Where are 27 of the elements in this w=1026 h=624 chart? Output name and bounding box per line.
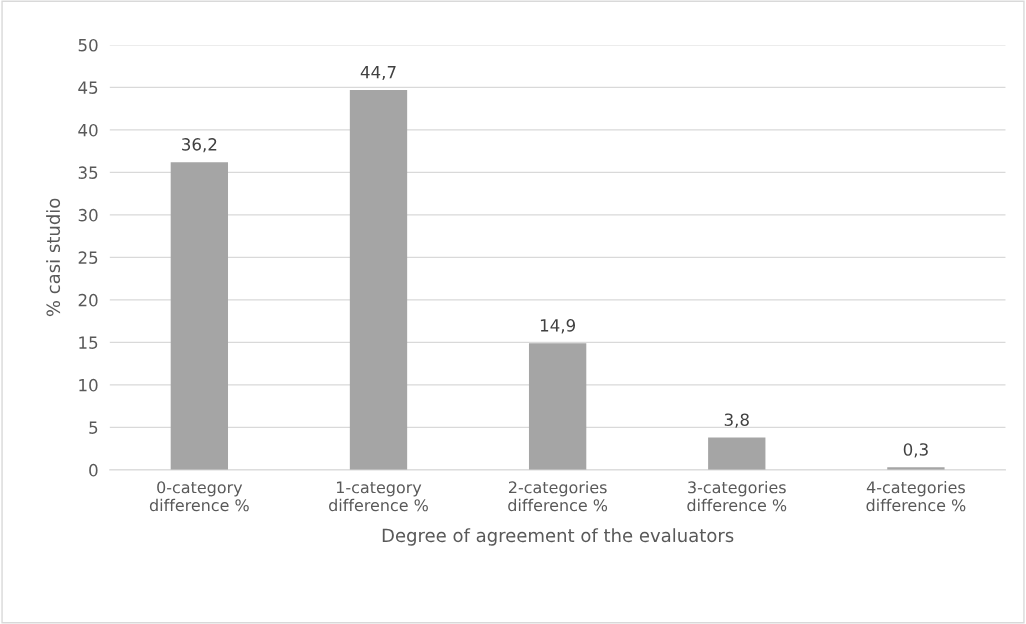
y-axis-title: % casi studio xyxy=(46,198,61,317)
data-label: 36,2 xyxy=(182,138,217,153)
data-label: 44,7 xyxy=(360,66,396,81)
x-tick-label: 1-category difference % xyxy=(329,481,428,512)
y-tick-label: 35 xyxy=(78,166,98,179)
bar xyxy=(349,89,408,470)
bar xyxy=(708,437,766,470)
y-tick-label: 50 xyxy=(78,38,98,52)
bar xyxy=(170,162,229,470)
x-tick-label: 4-categories difference % xyxy=(866,480,966,512)
x-tick-label: 2-categories difference % xyxy=(508,480,608,512)
y-tick-label: 25 xyxy=(78,251,98,264)
y-tick-label: 15 xyxy=(79,336,98,349)
x-tick-label: 0-category difference % xyxy=(149,481,249,512)
bar xyxy=(528,343,587,470)
y-tick-label: 10 xyxy=(79,378,98,392)
y-tick-label: 30 xyxy=(78,208,98,222)
y-tick-label: 0 xyxy=(89,463,98,477)
y-tick-label: 40 xyxy=(78,123,98,137)
data-label: 3,8 xyxy=(724,413,749,428)
data-label: 0,3 xyxy=(903,443,928,458)
y-tick-label: 20 xyxy=(78,293,98,307)
y-tick-label: 5 xyxy=(89,421,98,434)
x-axis-title: Degree of agreement of the evaluators xyxy=(382,528,734,546)
data-label: 14,9 xyxy=(540,319,576,334)
x-tick-label: 3-categories difference % xyxy=(687,480,787,512)
y-tick-label: 45 xyxy=(78,81,98,94)
